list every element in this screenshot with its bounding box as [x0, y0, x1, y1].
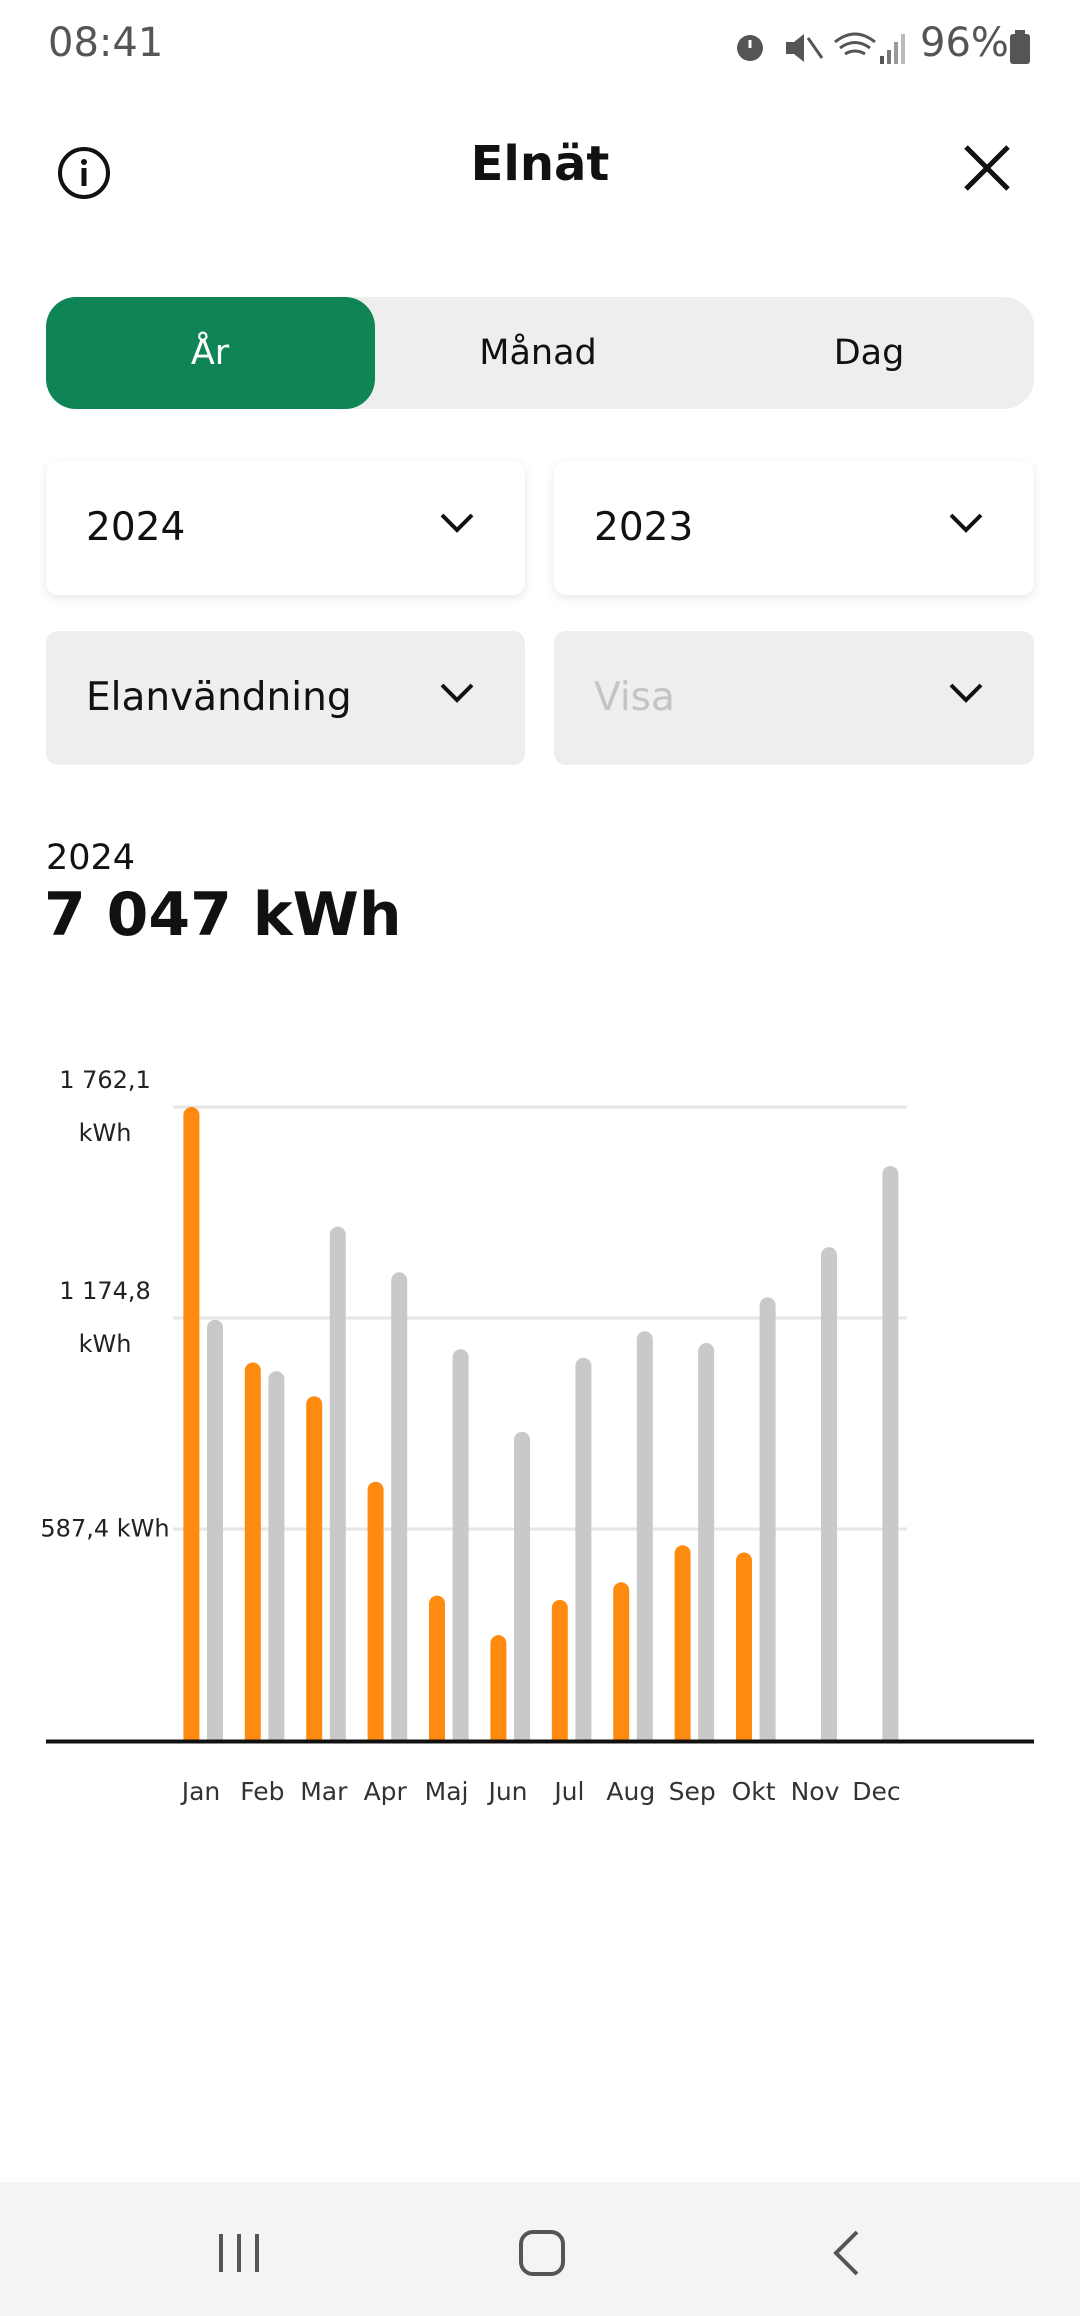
- bar: [759, 1297, 776, 1740]
- bar: [636, 1331, 653, 1740]
- info-button[interactable]: [56, 145, 112, 201]
- bar: [736, 1552, 752, 1740]
- x-tick-label: Aug: [606, 1777, 655, 1806]
- dropdown-placeholder: Visa: [594, 675, 675, 720]
- back-button[interactable]: [833, 2230, 859, 2276]
- y-tick-label: 1 762,1 kWh: [59, 1066, 151, 1147]
- battery-icon: [1010, 30, 1030, 64]
- recent-apps-button[interactable]: [219, 2234, 259, 2272]
- status-time: 08:41: [48, 20, 164, 66]
- tab-year[interactable]: År: [190, 333, 230, 373]
- bar: [575, 1357, 592, 1740]
- dropdown-value: Elanvändning: [86, 675, 352, 720]
- status-icons: [737, 32, 905, 64]
- chevron: [440, 513, 474, 533]
- bar: [183, 1107, 200, 1740]
- chevron: [440, 683, 474, 703]
- x-tick-label: Jan: [180, 1777, 221, 1806]
- x-tick-label: Apr: [364, 1777, 408, 1806]
- navigation-bar: [0, 2182, 1080, 2316]
- show-dropdown[interactable]: Visa: [554, 631, 1034, 765]
- x-tick-label: Feb: [240, 1777, 284, 1806]
- metric-dropdown[interactable]: Elanvändning: [46, 631, 525, 765]
- chevron: [949, 513, 983, 533]
- dropdown-value: 2024: [86, 505, 186, 550]
- x-tick-label: Dec: [852, 1777, 900, 1806]
- page-title: Elnät: [470, 136, 610, 192]
- chevron: [949, 683, 983, 703]
- bar: [821, 1247, 837, 1740]
- bar: [613, 1582, 630, 1740]
- bar: [514, 1431, 530, 1740]
- x-tick-label: Nov: [791, 1777, 840, 1806]
- summary-total: 7 047 kWh: [44, 880, 402, 950]
- bar: [882, 1165, 899, 1740]
- bar: [452, 1349, 469, 1740]
- bar: [207, 1319, 223, 1740]
- summary-period: 2024: [46, 838, 136, 878]
- bar: [490, 1635, 507, 1740]
- bar: [329, 1226, 346, 1740]
- x-tick-label: Maj: [425, 1777, 469, 1806]
- x-tick-label: Jul: [552, 1777, 584, 1806]
- home-button[interactable]: [519, 2230, 565, 2276]
- x-tick-label: Mar: [300, 1777, 348, 1806]
- y-tick-label: 1 174,8 kWh: [59, 1276, 151, 1358]
- x-tick-label: Jun: [486, 1777, 527, 1806]
- chart: Jan Feb Mar Apr Maj Jun Jul Aug Sep Okt Nov Dec: [46, 1105, 1034, 1806]
- year-dropdown[interactable]: 2024: [46, 461, 525, 595]
- bar: [367, 1481, 384, 1740]
- x-tick-label: Sep: [669, 1777, 716, 1806]
- close-button[interactable]: [962, 143, 1012, 193]
- dropdown-value: 2023: [594, 505, 694, 550]
- bar: [551, 1599, 568, 1740]
- y-tick-label: 587,4 kWh: [40, 1514, 170, 1543]
- tab-day[interactable]: Dag: [833, 333, 905, 373]
- compare-year-dropdown[interactable]: 2023: [554, 461, 1034, 595]
- bar: [698, 1343, 715, 1740]
- status-battery: 96%: [920, 20, 1009, 66]
- bar: [306, 1396, 323, 1740]
- nav-buttons: [219, 2230, 859, 2276]
- selected-tab-bg: [46, 297, 375, 409]
- bar: [429, 1595, 445, 1740]
- bar: [391, 1272, 408, 1740]
- bar: [268, 1371, 285, 1740]
- bar: [674, 1545, 691, 1740]
- bar: [244, 1362, 261, 1740]
- tab-month[interactable]: Månad: [479, 333, 597, 373]
- x-tick-label: Okt: [732, 1777, 776, 1806]
